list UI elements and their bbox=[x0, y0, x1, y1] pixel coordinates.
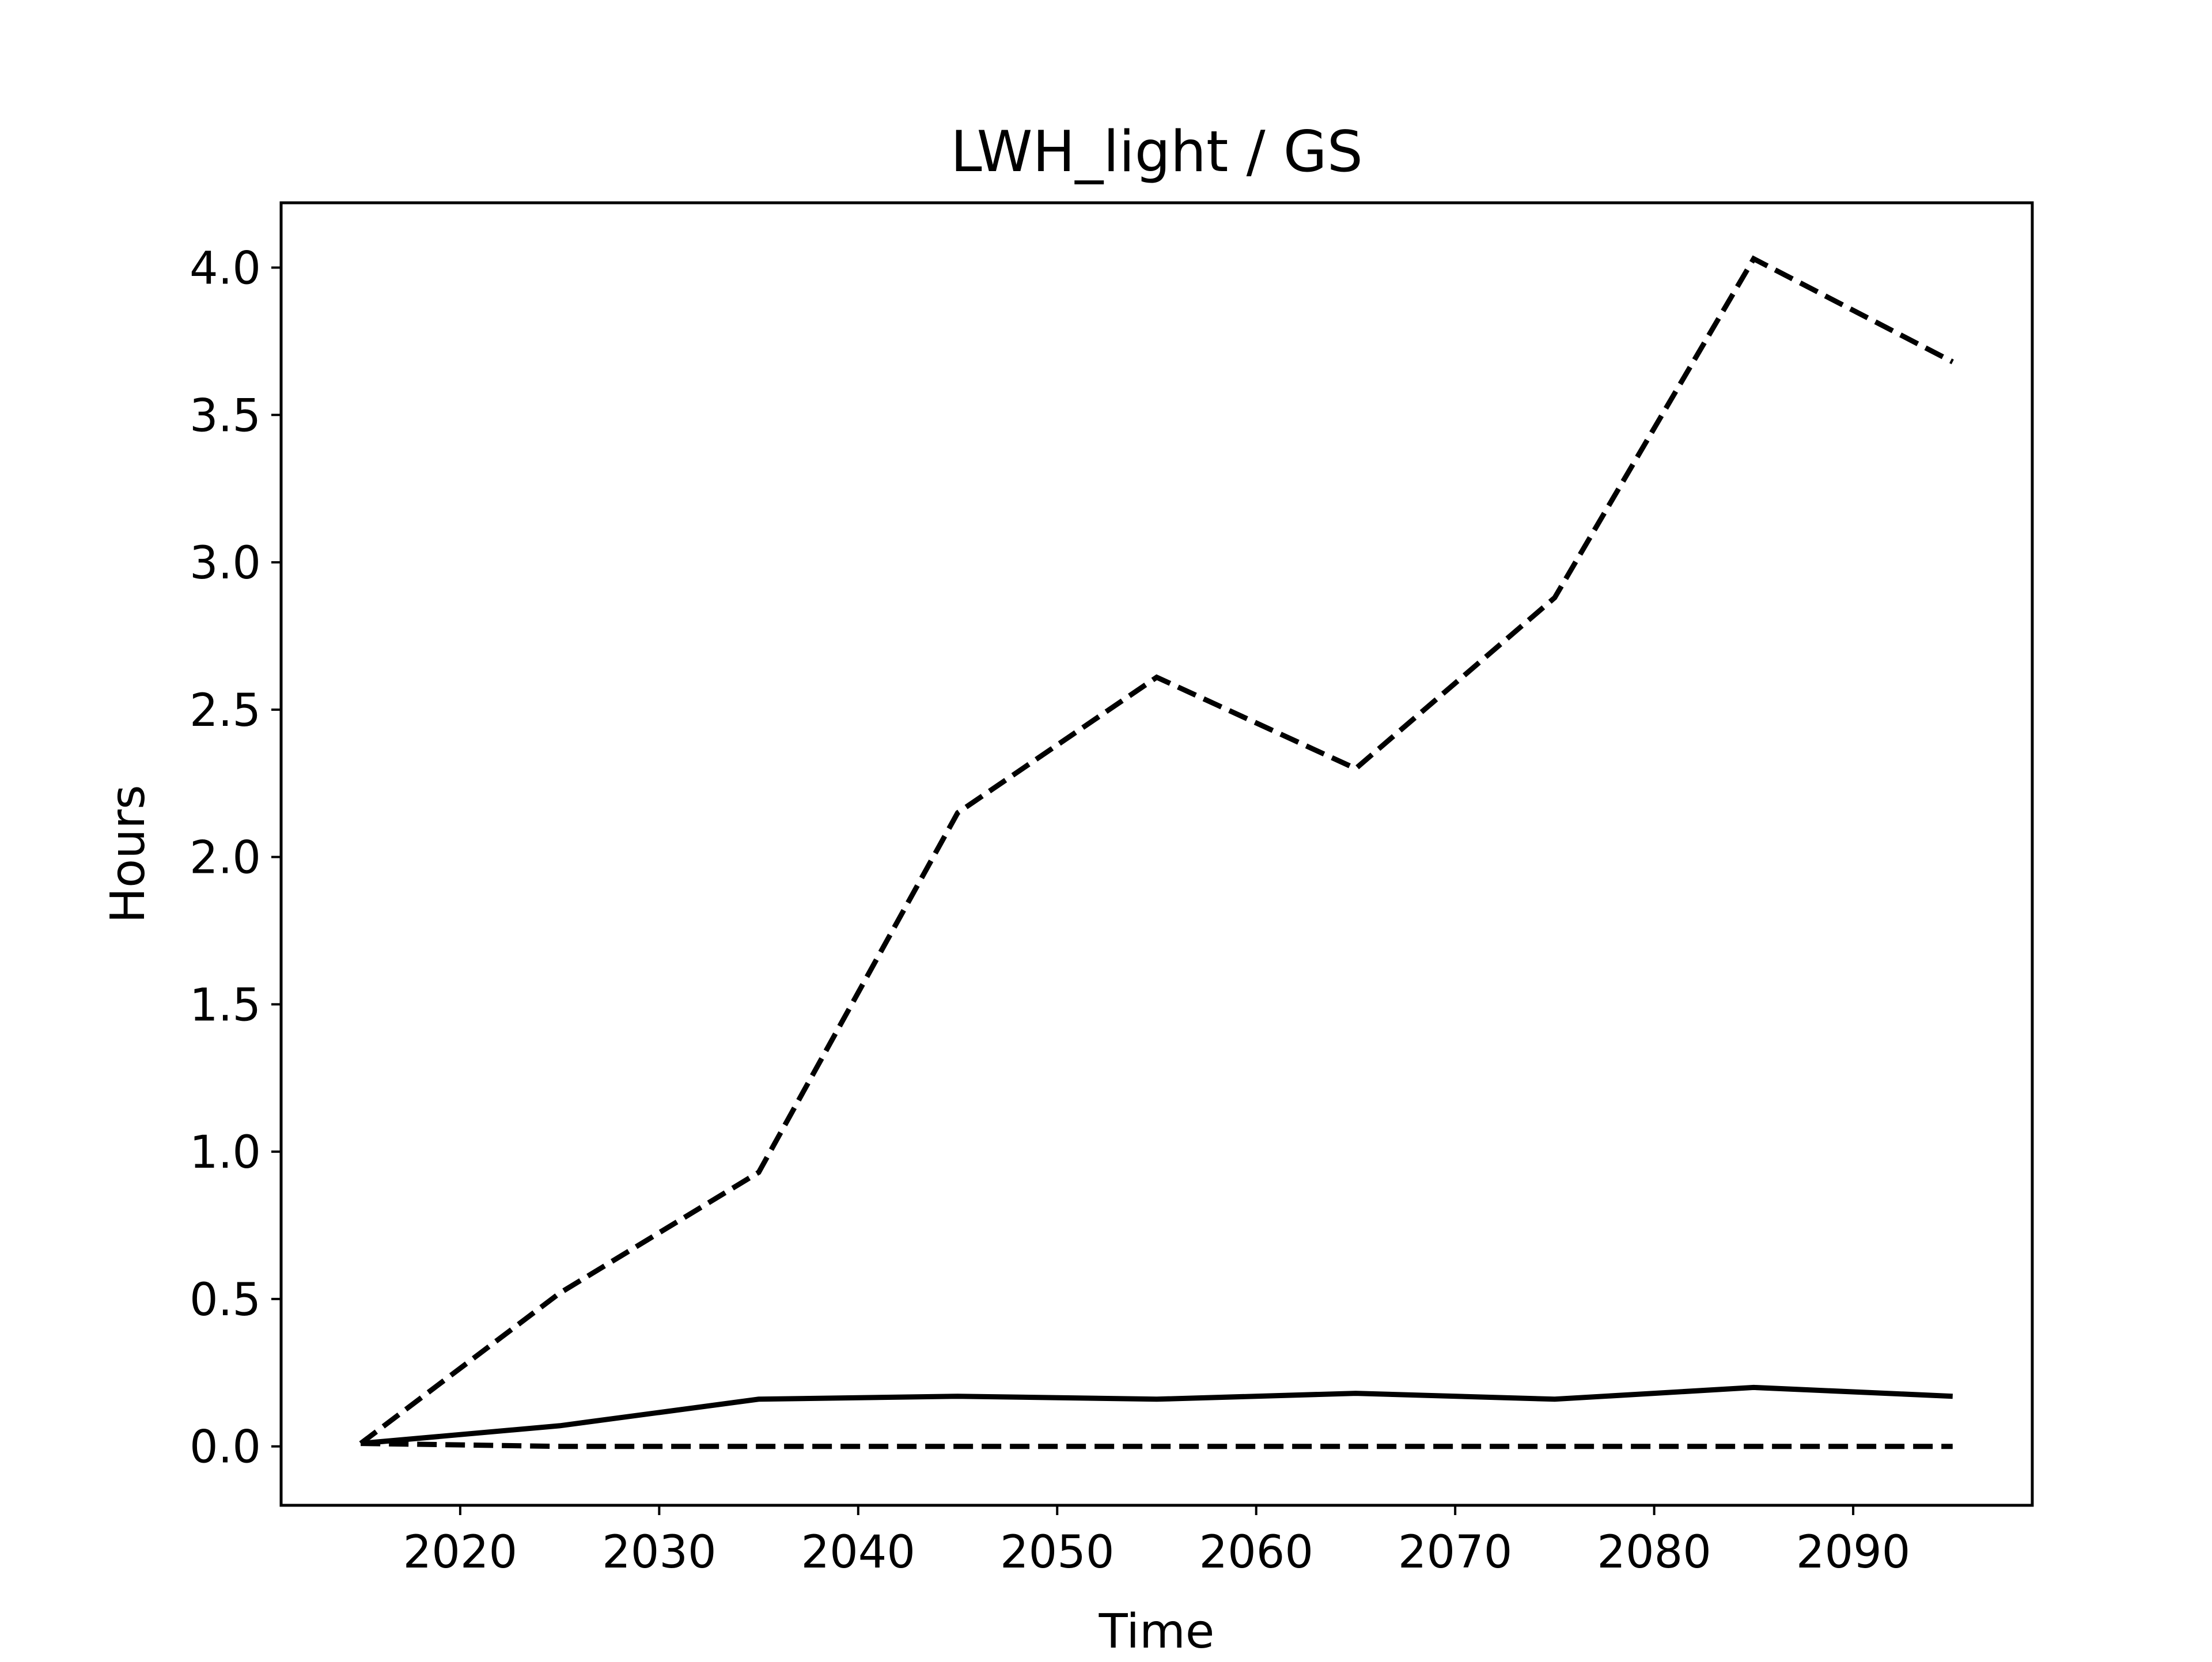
x-tick-label: 2060 bbox=[1199, 1527, 1313, 1578]
x-tick-label: 2040 bbox=[801, 1527, 916, 1578]
y-tick-label: 0.0 bbox=[190, 1422, 261, 1474]
x-tick-label: 2080 bbox=[1597, 1527, 1711, 1578]
x-tick-label: 2020 bbox=[403, 1527, 518, 1578]
y-tick-label: 1.0 bbox=[190, 1127, 261, 1179]
series-line-3 bbox=[361, 1441, 1953, 1449]
y-tick-label: 2.0 bbox=[190, 832, 261, 884]
ticks-layer: 2020 2030 2040 2050 2060 2070 2080 2090 0.0 0.5 1.… bbox=[190, 243, 1910, 1578]
x-tick-label: 2050 bbox=[1000, 1527, 1115, 1578]
series-line-2 bbox=[359, 255, 1954, 1446]
series-line-1 bbox=[360, 1384, 1953, 1447]
plot-frame bbox=[279, 201, 2034, 1507]
series-layer bbox=[359, 255, 1954, 1449]
y-tick-label: 0.5 bbox=[190, 1274, 261, 1326]
y-tick-label: 1.5 bbox=[190, 979, 261, 1031]
y-tick-label: 4.0 bbox=[190, 243, 261, 295]
x-tick-label: 2070 bbox=[1398, 1527, 1513, 1578]
y-tick-label: 3.5 bbox=[190, 390, 261, 442]
x-tick-label: 2090 bbox=[1796, 1527, 1911, 1578]
x-axis-label: Time bbox=[1099, 1604, 1215, 1659]
y-tick-label: 3.0 bbox=[190, 537, 261, 589]
y-axis-label: Hours bbox=[101, 785, 156, 923]
chart-title: LWH_light / GS bbox=[950, 119, 1363, 185]
x-tick-label: 2030 bbox=[602, 1527, 717, 1578]
y-tick-label: 2.5 bbox=[190, 685, 261, 737]
